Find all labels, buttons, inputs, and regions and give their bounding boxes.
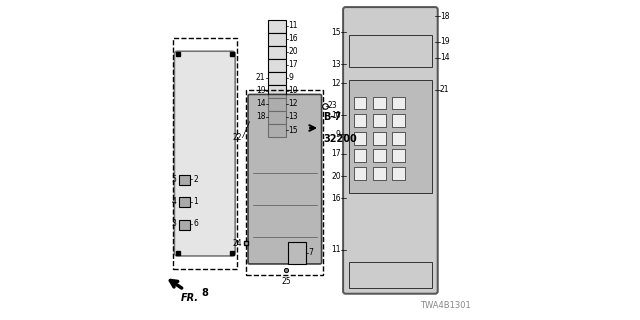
Bar — [354, 97, 367, 109]
Text: 4: 4 — [171, 197, 176, 206]
Bar — [268, 72, 285, 85]
Text: 7: 7 — [308, 248, 313, 257]
Bar — [179, 197, 191, 207]
Text: 16: 16 — [288, 34, 298, 43]
FancyBboxPatch shape — [174, 51, 236, 256]
Text: 20: 20 — [331, 172, 340, 180]
Bar — [268, 59, 285, 72]
FancyBboxPatch shape — [248, 94, 322, 264]
Bar — [179, 175, 191, 185]
Bar — [354, 167, 367, 180]
Bar — [372, 114, 385, 127]
Text: 13: 13 — [288, 113, 298, 122]
Bar — [372, 149, 385, 162]
Bar — [354, 114, 367, 127]
Text: 25: 25 — [282, 277, 291, 286]
Bar — [372, 97, 385, 109]
Text: 19: 19 — [256, 86, 266, 95]
Text: 14: 14 — [440, 53, 450, 62]
Text: 2: 2 — [193, 175, 198, 184]
Text: 11: 11 — [332, 245, 340, 254]
Bar — [372, 167, 385, 180]
Text: 15: 15 — [331, 28, 340, 36]
Text: 24: 24 — [232, 239, 243, 248]
Bar — [392, 97, 405, 109]
Text: FR.: FR. — [181, 293, 199, 303]
Text: 22: 22 — [232, 133, 242, 142]
Text: 11: 11 — [288, 21, 298, 30]
Text: 21: 21 — [256, 73, 266, 82]
Bar — [354, 132, 367, 145]
Text: 10: 10 — [288, 86, 298, 95]
Text: 9: 9 — [336, 130, 340, 139]
Text: 3: 3 — [171, 220, 176, 228]
Text: 23: 23 — [328, 101, 338, 110]
Bar — [392, 149, 405, 162]
Bar — [288, 242, 306, 264]
Bar — [349, 262, 432, 288]
Bar — [349, 35, 432, 67]
Text: 12: 12 — [332, 79, 340, 88]
Bar — [173, 38, 237, 269]
Bar — [268, 85, 285, 98]
Text: 12: 12 — [288, 100, 298, 108]
Bar — [372, 132, 385, 145]
Bar — [268, 20, 285, 33]
Bar — [392, 167, 405, 180]
Bar — [179, 220, 191, 230]
Bar — [268, 111, 285, 124]
Text: TWA4B1301: TWA4B1301 — [420, 301, 470, 310]
Text: 15: 15 — [288, 125, 298, 134]
Text: 9: 9 — [288, 73, 293, 82]
Bar — [354, 149, 367, 162]
Text: B-7: B-7 — [323, 112, 341, 122]
Bar — [392, 132, 405, 145]
Text: 8: 8 — [202, 288, 208, 298]
Text: 17: 17 — [331, 149, 340, 158]
Bar — [349, 80, 432, 193]
Text: 18: 18 — [256, 113, 266, 122]
Bar — [268, 98, 285, 111]
Text: 21: 21 — [440, 85, 449, 94]
Bar — [268, 124, 285, 137]
FancyBboxPatch shape — [343, 7, 438, 294]
Text: 20: 20 — [288, 47, 298, 56]
Text: 6: 6 — [193, 220, 198, 228]
Text: 10: 10 — [331, 111, 340, 120]
Text: 1: 1 — [193, 197, 198, 206]
Bar — [268, 33, 285, 46]
Text: 14: 14 — [256, 100, 266, 108]
Text: 5: 5 — [171, 175, 176, 184]
Text: 19: 19 — [440, 37, 450, 46]
Text: 13: 13 — [331, 60, 340, 68]
Text: 32200: 32200 — [323, 134, 357, 144]
Bar — [392, 114, 405, 127]
Bar — [246, 90, 323, 275]
Bar — [268, 46, 285, 59]
Text: 18: 18 — [440, 12, 449, 20]
Text: 16: 16 — [331, 194, 340, 203]
Text: 17: 17 — [288, 60, 298, 69]
